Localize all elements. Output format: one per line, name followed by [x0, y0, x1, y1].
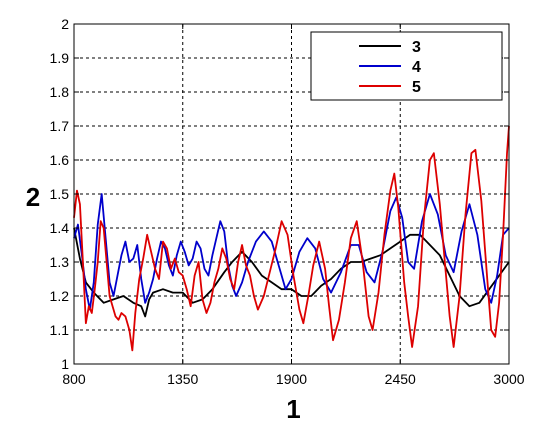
y-tick-label: 1.6	[50, 152, 70, 168]
y-tick-label: 1.4	[50, 220, 70, 236]
y-tick-label: 1.2	[50, 288, 70, 304]
y-tick-label: 1.8	[50, 84, 70, 100]
y-tick-label: 1.7	[50, 118, 70, 134]
y-tick-label: 1.3	[50, 254, 70, 270]
x-tick-label: 1900	[276, 371, 307, 387]
y-tick-label: 1.9	[50, 50, 70, 66]
y-tick-label: 2	[61, 16, 69, 32]
legend-box	[310, 31, 503, 101]
legend-label-5: 5	[412, 79, 421, 96]
legend-label-4: 4	[412, 59, 421, 76]
series-line-3	[73, 227, 510, 318]
y-tick-label: 1.5	[50, 186, 70, 202]
y-tick-label: 1.1	[50, 322, 70, 338]
series-line-5	[73, 125, 510, 352]
x-tick-label: 3000	[493, 371, 524, 387]
x-axis-title: 1	[286, 394, 300, 424]
y-axis-title: 2	[26, 182, 40, 212]
x-tick-label: 800	[62, 371, 86, 387]
y-tick-label: 1	[61, 356, 69, 372]
x-tick-label: 2450	[385, 371, 416, 387]
x-tick-label: 1350	[167, 371, 198, 387]
legend-label-3: 3	[412, 39, 421, 56]
